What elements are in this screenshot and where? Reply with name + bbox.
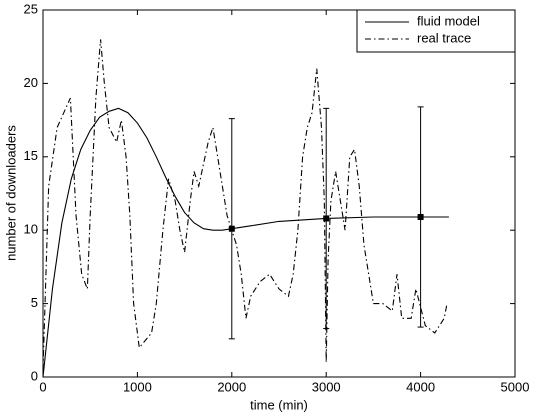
y-tick-label: 20 xyxy=(24,75,38,90)
x-tick-label: 4000 xyxy=(406,379,435,394)
legend-box xyxy=(356,9,516,53)
error-marker xyxy=(228,225,235,232)
x-tick-label: 0 xyxy=(39,379,46,394)
x-tick-label: 2000 xyxy=(217,379,246,394)
error-marker xyxy=(417,213,424,220)
y-tick-label: 10 xyxy=(24,222,38,237)
series-line xyxy=(42,107,449,378)
y-tick-label: 0 xyxy=(31,368,38,383)
x-tick-label: 1000 xyxy=(123,379,152,394)
y-axis-label: number of downloaders xyxy=(3,125,18,261)
x-tick-label: 3000 xyxy=(312,379,341,394)
plot-frame xyxy=(42,9,516,378)
series-line xyxy=(42,39,448,370)
error-marker xyxy=(323,215,330,222)
legend-label: fluid model xyxy=(417,13,480,28)
y-tick-label: 5 xyxy=(31,295,38,310)
y-tick-label: 25 xyxy=(24,1,38,16)
x-axis-label: time (min) xyxy=(250,397,308,412)
legend-label: real trace xyxy=(417,30,471,45)
x-tick-label: 5000 xyxy=(501,379,530,394)
y-tick-label: 15 xyxy=(24,148,38,163)
